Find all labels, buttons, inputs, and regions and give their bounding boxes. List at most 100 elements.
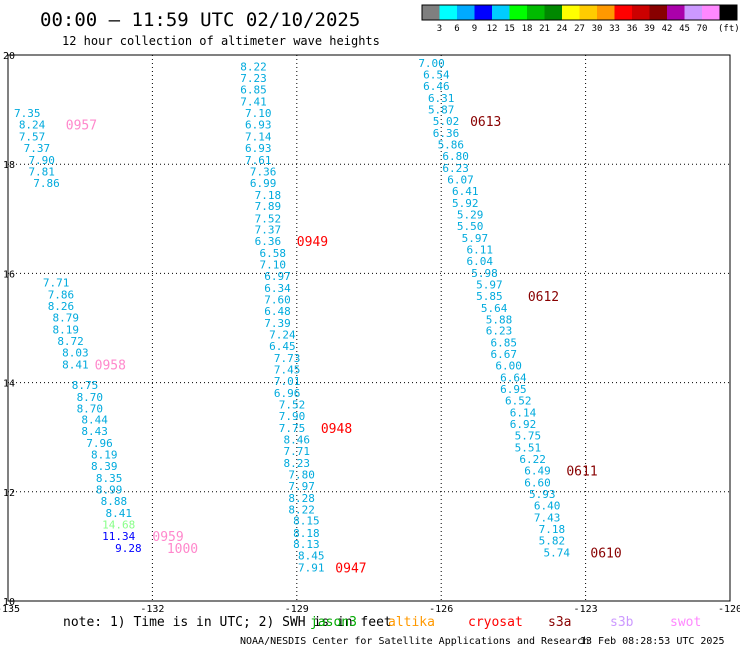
wave-height-label: 5.97 — [476, 278, 503, 291]
wave-height-label: 7.81 — [28, 165, 55, 178]
legend-entry: altika — [388, 615, 435, 630]
wave-height-label: 5.86 — [438, 139, 465, 152]
legend-entry: s3a — [548, 615, 571, 630]
wave-height-label: 8.72 — [57, 335, 84, 348]
wave-height-label: 5.88 — [486, 313, 513, 326]
wave-height-label: 7.75 — [279, 422, 306, 435]
wave-height-label: 8.99 — [96, 484, 123, 497]
wave-height-label: 7.23 — [240, 72, 267, 85]
x-tick-label: -120 — [718, 604, 740, 615]
wave-height-label: 7.80 — [288, 468, 315, 481]
colorbar-tick: 36 — [627, 24, 638, 34]
wave-height-label: 7.43 — [534, 511, 561, 524]
wave-height-label: 7.10 — [259, 259, 286, 272]
wave-height-label: 6.85 — [491, 337, 518, 350]
wave-height-label: 6.60 — [524, 477, 551, 490]
pass-time-label: 0947 — [335, 562, 366, 577]
wave-height-label: 7.86 — [33, 177, 60, 190]
wave-height-label: 6.23 — [442, 162, 469, 175]
wave-height-label: 7.18 — [255, 189, 282, 202]
axis-ticks: -135 -132 -129 -126 -123 -120 20 18 16 14 12 10 — [0, 51, 740, 615]
pass-time-label: 0959 — [152, 530, 183, 545]
wave-height-label: 7.97 — [288, 480, 315, 493]
wave-height-label: 7.89 — [255, 200, 282, 213]
colorbar-swatch — [562, 5, 580, 20]
wave-height-label: 7.86 — [48, 289, 75, 302]
grid — [8, 55, 730, 601]
colorbar-swatch — [474, 5, 492, 20]
wave-height-label: 6.36 — [255, 235, 282, 248]
wave-height-label: 8.39 — [91, 460, 118, 473]
colorbar-tick: 6 — [454, 24, 459, 34]
wave-height-label: 8.70 — [77, 402, 104, 415]
colorbar-swatch — [597, 5, 615, 20]
wave-height-label: 7.52 — [279, 398, 306, 411]
wave-height-label: 6.93 — [245, 118, 272, 131]
legend-entry: cryosat — [468, 615, 523, 630]
wave-height-label: 5.02 — [433, 115, 460, 128]
wave-height-label: 5.82 — [539, 534, 566, 547]
colorbar-swatch — [684, 5, 702, 20]
wave-height-label: 7.91 — [298, 562, 325, 575]
colorbar-tick: 12 — [487, 24, 498, 34]
chart-subtitle: 12 hour collection of altimeter wave hei… — [62, 34, 380, 48]
wave-height-label: 7.96 — [86, 437, 113, 450]
colorbar-swatch — [509, 5, 527, 20]
colorbar: 3 6 9 12 15 18 21 24 27 30 33 36 39 42 45 70 — [421, 4, 738, 34]
wave-height-label: 8.15 — [293, 515, 320, 528]
legend-entry: jason3 — [310, 615, 357, 630]
satellite-legend: jason3 altika cryosat s3a s3b swot — [310, 615, 701, 630]
wave-height-label: 8.28 — [288, 492, 315, 505]
pass-time-label: 0948 — [321, 422, 352, 437]
wave-height-label: 6.97 — [264, 270, 291, 283]
wave-height-label: 7.24 — [269, 329, 296, 342]
colorbar-unit: (ft) — [718, 24, 740, 34]
x-tick-label: -135 — [0, 604, 20, 615]
wave-height-label: 6.54 — [423, 69, 450, 82]
wave-height-label: 6.23 — [486, 325, 513, 338]
wave-height-label: 7.71 — [284, 445, 311, 458]
wave-height-label: 6.22 — [519, 453, 546, 466]
wave-height-label: 6.45 — [269, 340, 296, 353]
wave-height-label: 7.35 — [14, 107, 41, 120]
colorbar-tick: 3 — [437, 24, 442, 34]
wave-height-label: 8.13 — [293, 538, 320, 551]
wave-height-label: 7.71 — [43, 277, 70, 290]
wave-height-label: 8.19 — [91, 449, 118, 462]
wave-height-label: 6.52 — [505, 395, 532, 408]
wave-height-label: 7.90 — [28, 154, 55, 167]
plot-frame — [7, 54, 731, 602]
wave-height-label: 7.57 — [19, 130, 46, 143]
colorbar-swatch — [579, 5, 597, 20]
wave-height-label: 8.23 — [284, 457, 311, 470]
wave-height-label: 11.34 — [102, 530, 135, 543]
colorbar-swatch — [702, 5, 720, 20]
chart-title: 00:00 – 11:59 UTC 02/10/2025 — [40, 9, 360, 31]
wave-height-label: 7.18 — [539, 523, 566, 536]
wave-height-label: 6.67 — [491, 348, 518, 361]
pass-time-label: 0612 — [528, 290, 559, 305]
wave-height-label: 8.18 — [293, 527, 320, 540]
colorbar-tick: 70 — [697, 24, 708, 34]
pass-time-label: 0610 — [590, 546, 621, 561]
wave-height-label: 6.80 — [442, 150, 469, 163]
pass-time-label: 0957 — [66, 118, 97, 133]
wave-height-label: 6.58 — [259, 247, 286, 260]
wave-height-label: 6.46 — [423, 80, 450, 93]
colorbar-tick: 33 — [609, 24, 620, 34]
pass-time-label: 0611 — [566, 465, 597, 480]
wave-height-label: 6.11 — [466, 243, 493, 256]
wave-height-label: 7.73 — [274, 352, 301, 365]
colorbar-swatch — [527, 5, 545, 20]
wave-height-label: 5.64 — [481, 302, 508, 315]
wave-height-label: 8.75 — [72, 379, 99, 392]
wave-height-label: 5.50 — [457, 220, 484, 233]
wave-height-label: 5.92 — [452, 197, 479, 210]
colorbar-border — [421, 4, 738, 21]
x-tick-label: -123 — [574, 604, 598, 615]
wave-height-label: 6.36 — [433, 127, 460, 140]
wave-height-label: 5.98 — [471, 267, 498, 280]
wave-height-label: 7.52 — [255, 212, 282, 225]
wave-height-label: 8.79 — [53, 312, 80, 325]
